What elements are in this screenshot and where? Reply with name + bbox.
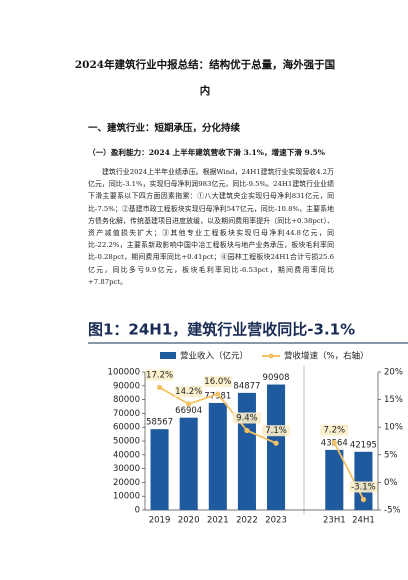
x-tick-label: 2023 [265,516,287,526]
y-tick-label: 30000 [113,464,140,474]
y2-tick-label: 5% [384,450,398,460]
line-value-label: 16.0% [204,377,231,387]
chart-title: 图1：24H1，建筑行业营收同比-3.1% [88,321,355,339]
y-tick-label: 90000 [113,381,140,391]
legend-label: 营收增速（%，右轴） [284,351,369,362]
y2-tick-label: 20% [384,368,403,378]
line-marker [360,496,367,503]
bar [150,429,169,510]
bar-value-label: 58567 [146,418,173,428]
line-marker [331,440,337,446]
label-box [145,369,174,381]
x-tick-label: 2020 [178,516,200,526]
line-value-label: 14.2% [175,387,202,397]
y2-tick-label: -5% [384,506,401,516]
document-title: 2024年建筑行业中报总结：结构优于总量，海外强于国内 [74,59,336,97]
y2-tick-label: 10% [384,423,403,433]
y2-tick-label: 0% [384,478,398,488]
y-tick-label: 40000 [113,450,140,460]
bar [325,449,344,510]
bar [237,392,256,510]
bar [208,402,227,510]
line-value-label: 9.4% [236,414,258,424]
x-tick-label: 2022 [236,516,258,526]
label-box [174,386,203,398]
x-tick-label: 2019 [149,516,171,526]
label-box [320,424,349,436]
legend-swatch [160,352,176,359]
y-tick-label: 60000 [113,423,140,433]
y-tick-label: 70000 [113,409,140,419]
bar [354,451,373,510]
line-value-label: 7.2% [324,426,346,436]
bar-value-label: 66904 [175,406,202,416]
line-marker [244,427,250,434]
y-tick-label: 80000 [113,395,140,405]
label-box [203,376,232,388]
x-tick-label: 23H1 [323,516,346,526]
line-marker [215,391,221,397]
line-marker [273,440,279,446]
line-value-label: 7.1% [265,426,287,436]
legend-label: 营业收入（亿元） [180,351,248,362]
subsection-heading: （一）盈利能力：2024 上半年建筑营收下滑 3.1%，增速下滑 9.5% [88,148,325,157]
paragraph: 建筑行业2024上半年业绩承压。根据Wind，24H1建筑行业实现营收4.2万亿… [88,168,334,286]
y-tick-label: 50000 [113,437,140,447]
x-tick-label: 24H1 [352,516,375,526]
section-heading: 一、建筑行业：短期承压，分化持续 [88,123,241,134]
y-tick-label: 10000 [113,492,140,502]
line-marker [156,384,163,391]
bar-value-label: 42195 [350,440,377,450]
y-tick-label: 20000 [113,478,140,488]
y2-tick-label: 15% [384,395,403,405]
bar-value-label: 90908 [263,373,290,383]
line-value-label: 17.2% [146,370,173,380]
bar-value-label: 84877 [233,381,260,391]
line-marker [186,401,192,407]
bar [179,417,198,510]
legend-marker [268,353,274,359]
label-box [349,481,378,493]
bar [267,384,286,510]
y-tick-label: 100000 [108,368,140,378]
label-box [262,425,291,437]
y-tick-label: 0 [135,506,140,516]
label-box [232,412,261,424]
line-value-label: -3.1% [351,483,376,493]
x-tick-label: 2021 [207,516,229,526]
